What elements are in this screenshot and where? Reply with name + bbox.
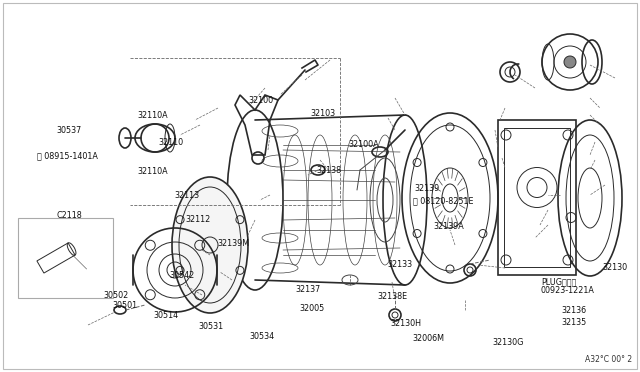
Text: 30542: 30542 [170, 271, 195, 280]
Text: 32137: 32137 [296, 285, 321, 294]
Text: 30501: 30501 [112, 301, 137, 310]
Text: 00923-1221A: 00923-1221A [541, 286, 595, 295]
Text: Ⓑ 08120-8251E: Ⓑ 08120-8251E [413, 196, 474, 205]
Text: 32112: 32112 [186, 215, 211, 224]
Text: 32130H: 32130H [390, 319, 421, 328]
Bar [504, 128, 570, 267]
Text: 32110A: 32110A [138, 111, 168, 120]
Text: 32113: 32113 [174, 191, 199, 200]
Text: 32135: 32135 [562, 318, 587, 327]
Text: 32110: 32110 [159, 138, 184, 147]
Text: 32139M: 32139M [218, 239, 250, 248]
Text: 32139: 32139 [415, 185, 440, 193]
Text: 32100: 32100 [248, 96, 273, 105]
Text: C2118: C2118 [56, 211, 82, 220]
Bar [18, 218, 113, 298]
Text: 32005: 32005 [300, 304, 324, 313]
Text: 32100A: 32100A [349, 140, 380, 149]
Text: PLUGプラグ: PLUGプラグ [541, 278, 576, 286]
Text: 32103: 32103 [310, 109, 335, 118]
Text: 32138: 32138 [316, 166, 341, 175]
Text: 32133: 32133 [387, 260, 412, 269]
Text: 30514: 30514 [154, 311, 179, 320]
Text: ⑗ 08915-1401A: ⑗ 08915-1401A [37, 152, 98, 161]
Bar [498, 120, 576, 275]
Text: 32138E: 32138E [378, 292, 408, 301]
Text: 30531: 30531 [198, 322, 223, 331]
Text: 30502: 30502 [104, 291, 129, 300]
Text: 32130G: 32130G [493, 339, 524, 347]
Text: 32139A: 32139A [434, 222, 465, 231]
Ellipse shape [172, 177, 248, 313]
Text: A32°C 00° 2: A32°C 00° 2 [585, 355, 632, 364]
Text: 30534: 30534 [250, 332, 275, 341]
Text: 32130: 32130 [603, 263, 628, 272]
Text: 32110A: 32110A [138, 167, 168, 176]
Ellipse shape [564, 56, 576, 68]
Text: 32136: 32136 [562, 306, 587, 315]
Text: 30537: 30537 [56, 126, 81, 135]
Text: 32006M: 32006M [413, 334, 445, 343]
